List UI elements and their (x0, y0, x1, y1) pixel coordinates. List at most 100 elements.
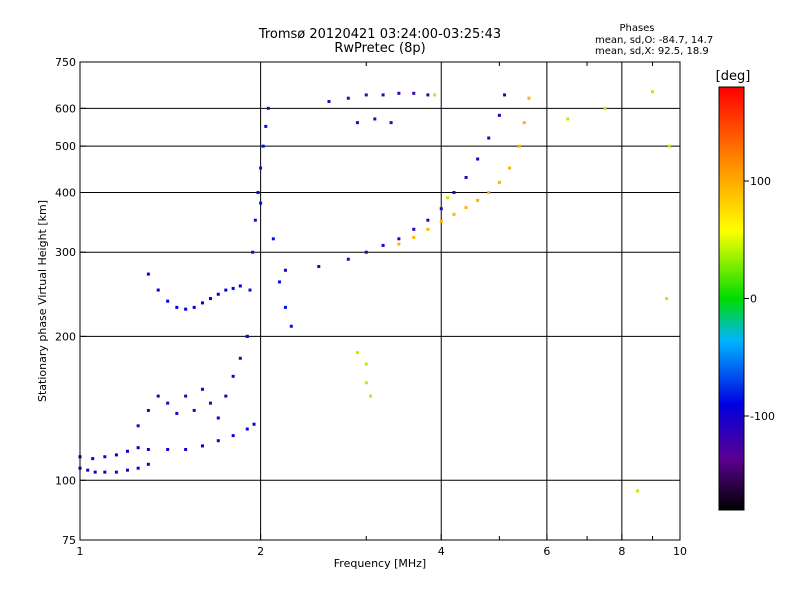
data-point (216, 416, 220, 420)
data-point (231, 434, 235, 438)
data-point (497, 113, 501, 117)
data-point (327, 100, 331, 104)
data-point (503, 93, 507, 97)
y-tick-label: 75 (62, 534, 76, 547)
data-point (527, 96, 531, 100)
data-point (412, 227, 416, 231)
data-point (184, 447, 188, 451)
data-point (364, 362, 368, 366)
y-tick-label: 750 (55, 56, 76, 69)
colorbar-tick-label: 0 (750, 293, 757, 306)
data-point (446, 196, 450, 200)
data-point (184, 394, 188, 398)
data-point (397, 242, 401, 246)
data-point (231, 286, 235, 290)
data-point (317, 265, 321, 269)
x-tick-label: 6 (543, 545, 550, 558)
data-point (452, 190, 456, 194)
data-point (426, 93, 430, 97)
data-point (439, 219, 443, 223)
grid-lines (80, 62, 680, 540)
data-point (364, 250, 368, 254)
data-point (566, 117, 570, 121)
data-point (277, 280, 281, 284)
data-point (200, 301, 204, 305)
colorbar-label: [deg] (716, 69, 751, 84)
data-point (289, 324, 293, 328)
data-point (517, 144, 521, 148)
data-point (259, 166, 263, 170)
data-point (259, 201, 263, 205)
data-point (103, 455, 107, 459)
data-point (224, 394, 228, 398)
plot-frame (79, 61, 681, 541)
x-tick-label: 2 (257, 545, 264, 558)
data-point (433, 93, 437, 97)
data-point (184, 307, 188, 311)
data-point (651, 90, 655, 94)
data-point (136, 446, 140, 450)
data-point (192, 408, 196, 412)
y-axis-label: Stationary phase Virtual Height [km] (36, 200, 49, 402)
data-point (381, 243, 385, 247)
data-point (114, 453, 118, 457)
data-point (224, 288, 228, 292)
y-tick-label: 600 (55, 102, 76, 115)
data-point (364, 93, 368, 97)
data-point (238, 356, 242, 360)
data-point (208, 297, 212, 301)
data-point (487, 190, 491, 194)
data-point (381, 93, 385, 97)
data-point (251, 250, 255, 254)
data-point (114, 470, 118, 474)
chart-subtitle: RwPretec (8p) (334, 41, 425, 56)
stats-x-mode: mean, sd,X: 92.5, 18.9 (595, 46, 709, 57)
data-point (464, 175, 468, 179)
data-point (439, 207, 443, 211)
data-point (208, 401, 212, 405)
data-point (264, 124, 268, 128)
data-point (200, 387, 204, 391)
data-point (355, 351, 359, 355)
data-point (175, 305, 179, 309)
data-point (522, 121, 526, 125)
data-point (487, 136, 491, 140)
data-point (245, 427, 249, 431)
data-point (156, 288, 160, 292)
chart-title: Tromsø 20120421 03:24:00-03:25:43 (258, 27, 501, 42)
x-axis-label: Frequency [MHz] (334, 557, 426, 570)
stats-heading: Phases (619, 23, 654, 34)
data-point (508, 166, 512, 170)
data-point (166, 299, 170, 303)
data-point (497, 180, 501, 184)
data-point (103, 470, 107, 474)
data-point (192, 305, 196, 309)
data-point (91, 457, 95, 461)
y-tick-label: 300 (55, 246, 76, 259)
data-point (426, 227, 430, 231)
data-point (412, 91, 416, 95)
data-point (476, 157, 480, 161)
x-tick-label: 1 (77, 545, 84, 558)
data-point (452, 212, 456, 216)
data-point (464, 206, 468, 210)
data-point (253, 218, 257, 222)
data-point (146, 447, 150, 451)
data-point (389, 121, 393, 125)
data-point (283, 305, 287, 309)
y-axis-ticks: 75 100 200 300 400 500 600 750 (55, 56, 86, 547)
data-point (216, 292, 220, 296)
data-point (665, 297, 669, 301)
x-tick-label: 4 (438, 545, 445, 558)
data-point (476, 198, 480, 202)
stats-o-mode: mean, sd,O: -84.7, 14.7 (595, 35, 713, 46)
y-tick-label: 400 (55, 186, 76, 199)
data-point (156, 394, 160, 398)
data-point (369, 394, 373, 398)
data-points (78, 90, 671, 493)
data-point (175, 411, 179, 415)
colorbar (718, 86, 745, 511)
data-point (146, 408, 150, 412)
colorbar-tick-label: 100 (750, 175, 771, 188)
